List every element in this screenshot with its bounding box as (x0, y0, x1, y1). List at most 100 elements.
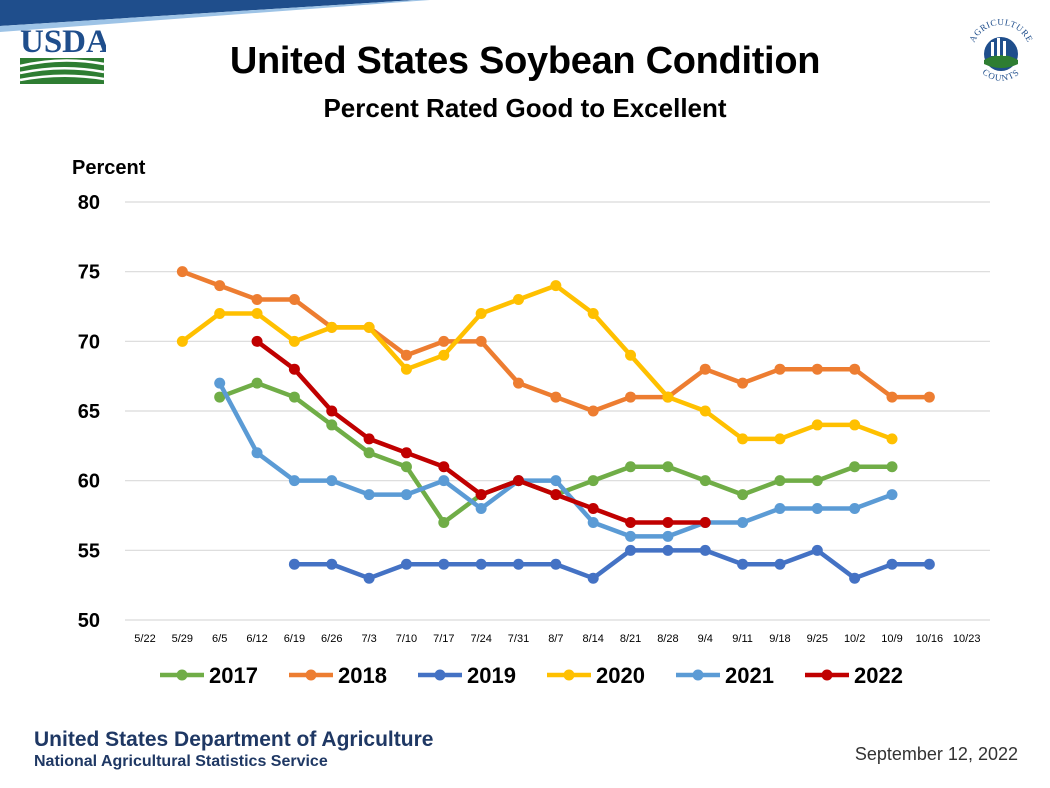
data-point-2020 (774, 433, 786, 445)
data-point-2020 (550, 280, 562, 292)
y-tick-label: 60 (78, 471, 100, 493)
x-tick-label: 8/14 (582, 633, 603, 645)
data-point-2021 (811, 503, 823, 515)
data-point-2019 (438, 558, 450, 570)
data-point-2022 (587, 503, 599, 515)
data-point-2017 (699, 475, 711, 487)
data-point-2017 (625, 461, 637, 473)
data-point-2018 (513, 377, 524, 389)
data-point-2019 (811, 544, 823, 556)
data-point-2020 (438, 349, 450, 361)
data-point-2019 (737, 558, 749, 570)
footer-sub: National Agricultural Statistics Service (34, 753, 328, 770)
legend-label: 2018 (338, 663, 387, 688)
legend-swatch-marker (176, 669, 188, 681)
y-axis-label: Percent (72, 157, 146, 179)
data-point-2020 (363, 321, 375, 333)
data-point-2022 (513, 475, 524, 487)
x-tick-label: 10/23 (953, 633, 981, 645)
badge-bottom-text: COUNTS (981, 67, 1021, 83)
series-2019 (288, 544, 935, 584)
y-tick-label: 55 (78, 540, 100, 562)
data-point-2022 (475, 489, 487, 501)
data-point-2018 (886, 391, 898, 403)
x-tick-label: 10/9 (881, 633, 902, 645)
legend-swatch-marker (563, 669, 575, 681)
y-tick-label: 80 (78, 192, 100, 214)
series-line-2019 (292, 548, 932, 581)
y-tick-label: 65 (78, 401, 100, 423)
data-point-2020 (699, 405, 711, 417)
data-point-2018 (550, 391, 562, 403)
data-point-2021 (438, 475, 450, 487)
data-point-2021 (662, 530, 674, 542)
data-point-2022 (699, 516, 711, 528)
chart-title: United States Soybean Condition (229, 40, 821, 82)
legend-item-2019: 2019 (418, 663, 516, 688)
data-point-2021 (363, 489, 375, 501)
legend-label: 2020 (596, 663, 645, 688)
data-point-2021 (774, 503, 786, 515)
x-tick-label: 8/21 (620, 633, 641, 645)
y-tick-label: 75 (78, 262, 100, 284)
data-point-2018 (774, 363, 786, 375)
data-point-2021 (849, 503, 861, 515)
data-point-2020 (251, 307, 263, 319)
data-point-2019 (587, 572, 599, 584)
y-tick-label: 70 (78, 331, 100, 353)
data-point-2018 (625, 391, 637, 403)
series-2022 (251, 335, 711, 528)
data-point-2019 (475, 558, 487, 570)
y-axis: 50 55 60 65 70 75 80 (78, 192, 100, 632)
x-tick-label: 8/28 (657, 633, 678, 645)
data-point-2018 (811, 363, 823, 375)
data-point-2019 (662, 544, 674, 556)
data-point-2020 (214, 307, 226, 319)
legend-swatch-marker (434, 669, 446, 681)
x-tick-label: 7/24 (470, 633, 491, 645)
data-point-2021 (251, 447, 263, 459)
data-point-2018 (288, 294, 300, 306)
legend-swatch-marker (821, 669, 833, 681)
data-point-2019 (886, 558, 898, 570)
gridlines (125, 201, 990, 621)
x-tick-label: 5/29 (172, 633, 193, 645)
data-point-2018 (400, 349, 412, 361)
agriculture-counts-logo: AGRICULTURE COUNTS (967, 17, 1034, 83)
footer-date: September 12, 2022 (854, 744, 1018, 764)
data-point-2020 (326, 321, 338, 333)
data-point-2022 (662, 516, 674, 528)
data-point-2021 (737, 516, 749, 528)
data-point-2021 (326, 475, 338, 487)
x-tick-label: 5/22 (134, 633, 155, 645)
x-tick-label: 6/12 (246, 633, 267, 645)
data-point-2021 (886, 489, 898, 501)
data-point-2021 (475, 503, 487, 515)
series-2020 (176, 280, 898, 445)
series-line-2021 (217, 380, 895, 539)
data-point-2017 (363, 447, 375, 459)
series-line-2017 (217, 380, 895, 525)
data-point-2018 (251, 294, 263, 306)
data-point-2022 (326, 405, 338, 417)
data-point-2018 (737, 377, 749, 389)
x-axis: 5/22 5/29 6/5 6/12 6/19 6/26 7/3 7/10 7/17 7/24 7/… (134, 633, 980, 645)
data-point-2017 (886, 461, 898, 473)
data-point-2020 (886, 433, 898, 445)
legend-item-2018: 2018 (289, 663, 387, 688)
data-point-2020 (475, 307, 487, 319)
data-point-2018 (214, 280, 226, 292)
data-point-2022 (550, 489, 562, 501)
data-point-2022 (400, 447, 412, 459)
data-point-2019 (923, 558, 935, 570)
data-point-2019 (513, 558, 524, 570)
svg-text:COUNTS: COUNTS (981, 67, 1022, 83)
data-point-2017 (251, 377, 263, 389)
x-tick-label: 8/7 (548, 633, 563, 645)
x-tick-label: 7/10 (396, 633, 417, 645)
data-point-2021 (625, 530, 637, 542)
x-tick-label: 6/26 (321, 633, 342, 645)
data-point-2019 (363, 572, 375, 584)
x-tick-label: 9/18 (769, 633, 790, 645)
usda-logo-text: USDA (20, 24, 106, 60)
